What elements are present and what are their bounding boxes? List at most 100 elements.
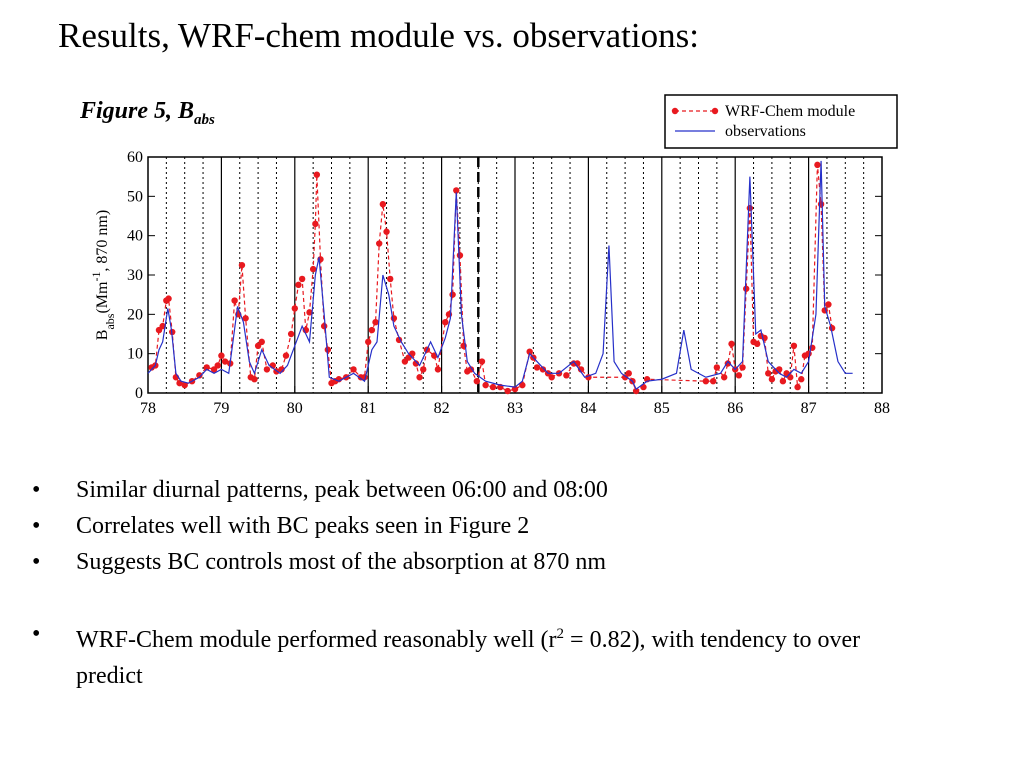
x-tick-label: 82 <box>434 400 450 417</box>
series-marker <box>779 378 787 385</box>
series-marker <box>282 352 290 359</box>
series-marker <box>416 374 423 381</box>
series-marker <box>768 376 776 383</box>
y-tick-label: 0 <box>135 385 143 402</box>
bullet-list: Similar diurnal patterns, peak between 0… <box>30 472 930 694</box>
y-tick-label: 60 <box>127 149 143 166</box>
figure-caption: Figure 5, Babs <box>80 98 215 129</box>
x-tick-label: 87 <box>801 400 817 417</box>
y-label-part: , 870 nm) <box>94 210 111 272</box>
series-marker <box>214 362 221 369</box>
series-marker <box>817 201 825 208</box>
x-tick-label: 83 <box>507 400 523 417</box>
series-marker <box>456 252 464 259</box>
series-marker <box>533 364 541 371</box>
series-marker <box>720 374 728 381</box>
series-marker <box>291 305 298 312</box>
y-label-part: abs <box>103 313 117 329</box>
series-marker <box>306 309 313 316</box>
bullet-text: 2 <box>556 626 565 642</box>
series-marker <box>489 383 497 391</box>
bullet-text: Suggests BC controls most of the absorpt… <box>76 549 606 575</box>
series-marker <box>372 319 379 326</box>
series-marker <box>251 376 258 383</box>
y-label-part: B <box>94 330 111 341</box>
x-tick-label: 85 <box>654 400 670 417</box>
y-tick-label: 10 <box>127 346 143 363</box>
series-marker <box>735 372 743 379</box>
series-marker <box>218 352 225 359</box>
series-marker <box>539 366 547 373</box>
series-marker <box>453 187 460 194</box>
series-marker <box>577 366 585 373</box>
bullet-text: WRF-Chem module performed reasonably wel… <box>76 627 557 653</box>
series-marker <box>632 387 640 395</box>
series-marker <box>309 265 317 273</box>
series-marker <box>258 338 265 346</box>
series-line <box>151 164 833 392</box>
series-marker <box>181 381 188 389</box>
series-marker <box>754 340 761 348</box>
legend-marker <box>711 107 719 115</box>
series-marker <box>324 346 332 353</box>
series-marker <box>203 364 210 371</box>
series-marker <box>478 358 486 365</box>
series-marker <box>548 374 555 381</box>
series-marker <box>805 350 812 357</box>
series-marker <box>798 376 805 383</box>
y-tick-label: 40 <box>127 228 143 245</box>
x-tick-label: 81 <box>360 400 376 417</box>
y-tick-label: 30 <box>127 267 143 284</box>
x-tick-label: 84 <box>580 400 596 417</box>
chart: 78 79 80 81 82 83 84 85 86 87 88 0 10 20 30 40 50 60 Babs(… <box>89 94 898 417</box>
x-tick-label: 88 <box>874 400 890 417</box>
series-marker <box>412 360 420 367</box>
series-marker <box>625 370 632 377</box>
series-marker <box>765 370 772 377</box>
series-marker <box>814 161 821 169</box>
series-marker <box>713 364 721 371</box>
x-tick-label: 78 <box>140 400 156 417</box>
caption-text: Figure 5, B <box>80 98 195 124</box>
legend-box <box>664 94 898 149</box>
y-tick-label: 50 <box>127 188 143 205</box>
series-marker <box>746 204 754 212</box>
series-marker <box>790 342 798 349</box>
bullet-text: Similar diurnal patterns, peak between 0… <box>76 477 608 503</box>
series-marker <box>563 372 570 379</box>
series-marker <box>442 319 449 326</box>
series-marker <box>312 220 319 228</box>
series-marker <box>295 281 302 289</box>
series-marker <box>165 295 172 302</box>
series-marker <box>825 301 832 308</box>
series-marker <box>383 228 390 235</box>
x-tick-label: 80 <box>287 400 303 417</box>
series-marker <box>350 366 357 373</box>
series-marker <box>794 383 801 391</box>
series-marker <box>434 366 442 373</box>
series-marker <box>287 330 295 338</box>
x-tick-label: 86 <box>727 400 743 417</box>
series-marker <box>368 326 376 334</box>
series-marker <box>263 366 271 373</box>
series-marker <box>278 366 285 373</box>
bullet: Correlates well with BC peaks seen in Fi… <box>30 508 930 544</box>
series-marker <box>196 372 203 379</box>
series-marker <box>313 171 321 178</box>
series-marker <box>519 381 526 389</box>
series-marker <box>379 201 387 208</box>
legend-marker <box>671 107 679 115</box>
series-marker <box>420 366 427 373</box>
slide-title: Results, WRF-chem module vs. observation… <box>58 16 699 55</box>
series-marker <box>298 275 306 283</box>
bullet-text: = 0.82), with tendency to over predict <box>76 627 861 689</box>
y-tick-label: 20 <box>127 306 143 323</box>
bullet: WRF-Chem module performed reasonably wel… <box>30 616 930 694</box>
y-axis-label: Babs(Mm-1, 870 nm) <box>89 210 117 340</box>
series-marker <box>449 291 456 298</box>
x-tick-label: 79 <box>213 400 229 417</box>
series-marker <box>242 315 249 322</box>
series-marker <box>743 285 750 292</box>
series-marker <box>504 387 511 395</box>
